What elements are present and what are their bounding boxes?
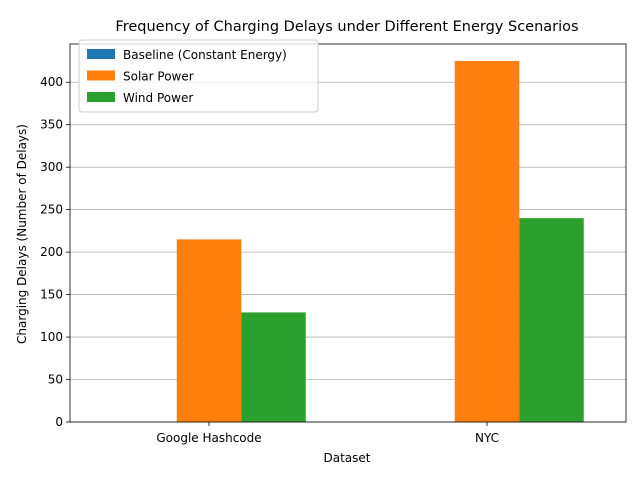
- y-tick-label: 350: [40, 118, 63, 132]
- chart-title: Frequency of Charging Delays under Diffe…: [115, 19, 578, 35]
- y-tick-label: 150: [40, 288, 63, 302]
- bar-solar-power: [176, 239, 242, 422]
- legend-label: Solar Power: [123, 70, 194, 84]
- bar-solar-power: [454, 60, 520, 422]
- plot-frame: [69, 43, 627, 423]
- y-tick-label: 400: [40, 75, 63, 89]
- y-tick-label: 0: [55, 415, 63, 429]
- y-tick-label: 200: [40, 245, 63, 259]
- legend-swatch: [87, 49, 115, 59]
- y-tick-label: 100: [40, 330, 63, 344]
- legend-box: [78, 39, 319, 113]
- legend-label: Wind Power: [123, 91, 193, 105]
- bars: [176, 60, 584, 422]
- legend-swatch: [87, 92, 115, 102]
- x-tick-label: Google Hashcode: [156, 431, 261, 445]
- legend-swatch: [87, 70, 115, 81]
- legend-label: Baseline (Constant Energy): [123, 48, 287, 62]
- y-tick-label: 300: [40, 160, 63, 174]
- y-axis-label: Charging Delays (Number of Delays): [15, 124, 29, 344]
- y-tick-label: 250: [40, 203, 63, 217]
- x-tick-label: NYC: [475, 431, 499, 445]
- bar-wind-power: [241, 312, 306, 422]
- x-axis-label: Dataset: [324, 451, 371, 465]
- axes: 0 50 100 150 200 250 300 350 400 Google Hashcode N…: [40, 43, 627, 445]
- y-tick-label: 50: [48, 373, 63, 387]
- bar-wind-power: [519, 218, 584, 422]
- legend: Baseline (Constant Energy) Solar Power Win…: [78, 39, 319, 113]
